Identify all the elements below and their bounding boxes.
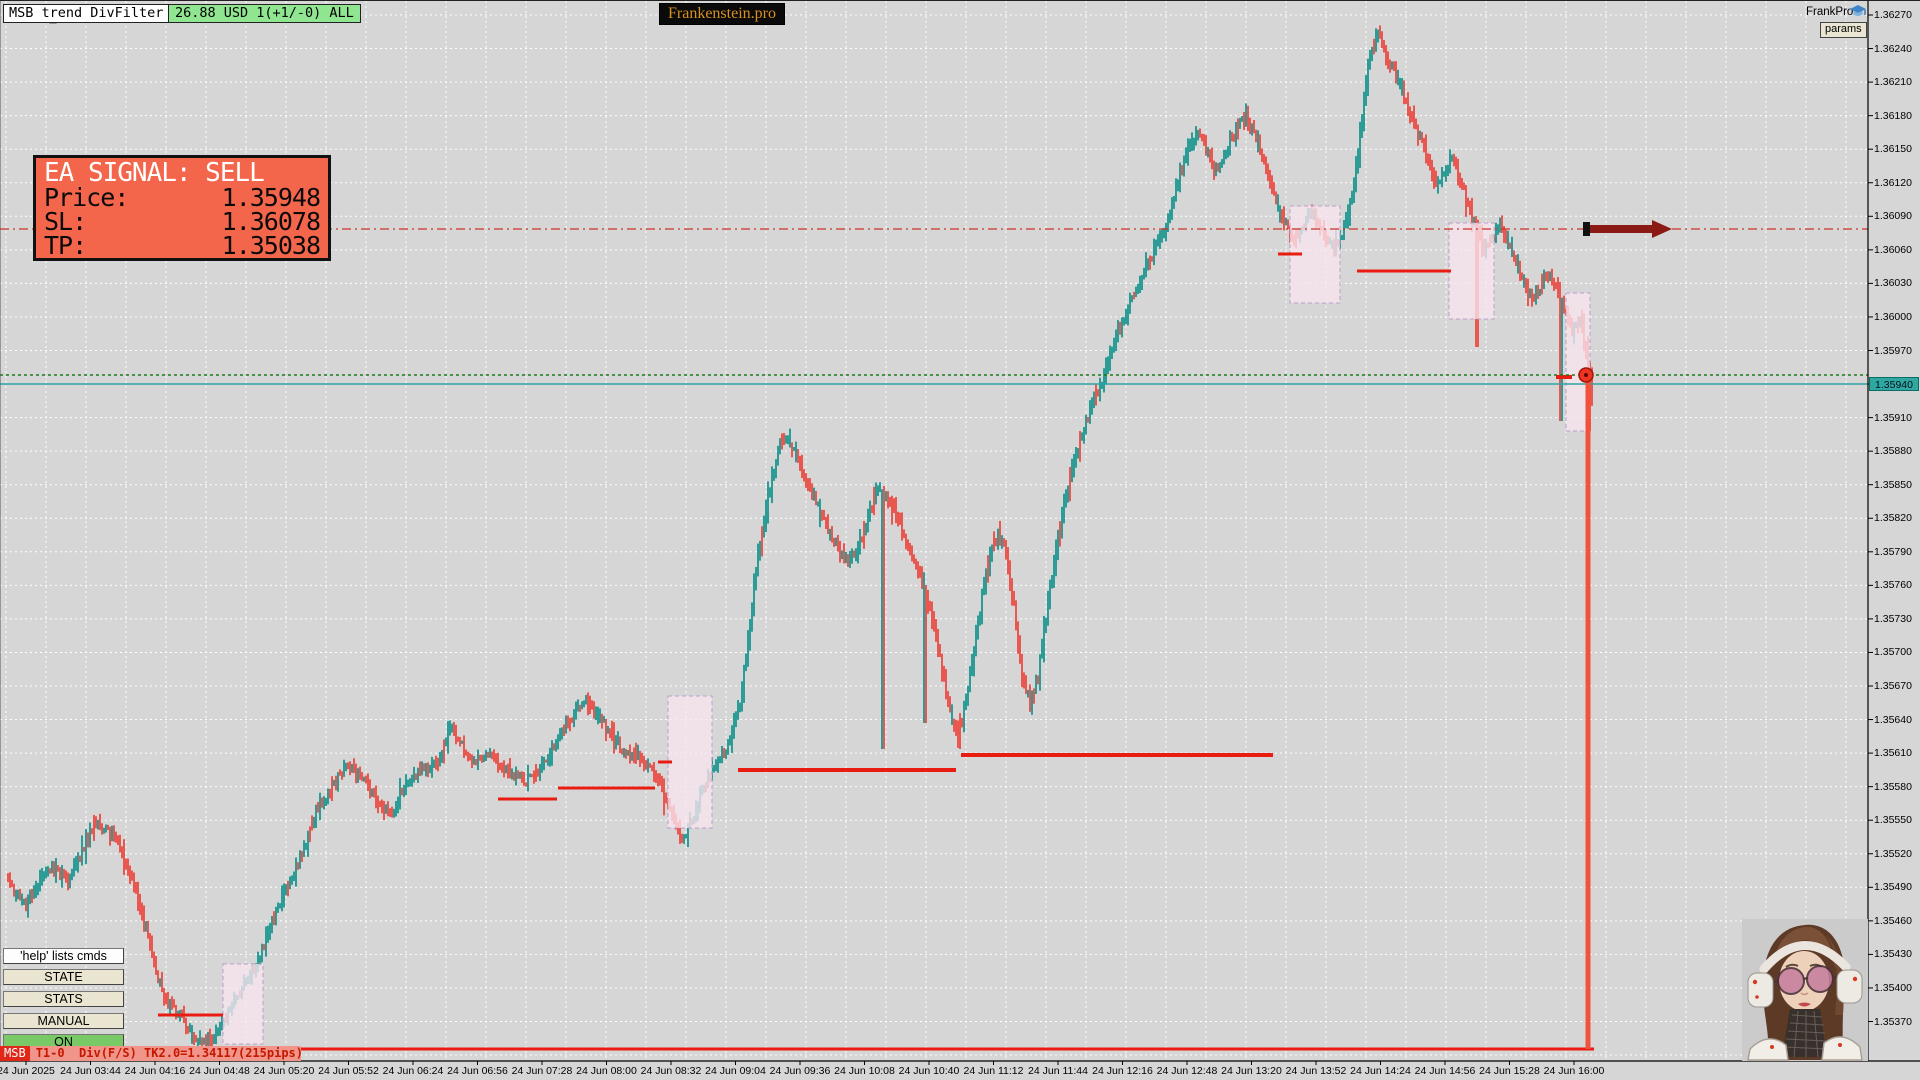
time-axis-label: 24 Jun 06:56: [447, 1065, 508, 1077]
supply-demand-zone: [667, 695, 713, 829]
time-axis-label: 24 Jun 12:48: [1156, 1065, 1218, 1077]
price-axis-label: 1.35490: [1874, 881, 1912, 894]
time-axis-label: 24 Jun 10:08: [834, 1065, 895, 1077]
price-axis-label: 1.35880: [1874, 445, 1912, 458]
price-axis-label: 1.35700: [1874, 646, 1912, 659]
time-axis-label: 24 Jun 09:36: [769, 1065, 831, 1077]
arrow-anchor-knob: [1583, 222, 1590, 236]
price-axis-label: 1.35400: [1874, 981, 1912, 994]
time-axis-label: 24 Jun 05:52: [318, 1065, 379, 1077]
entry-marker-dot: [1584, 373, 1588, 377]
supply-demand-zone: [1448, 222, 1495, 320]
current-price-badge: 1.35940: [1869, 377, 1919, 391]
time-axis-label: 24 Jun 06:24: [382, 1065, 444, 1077]
price-axis-label: 1.35520: [1874, 847, 1912, 860]
account-name-label: FrankPro: [1806, 6, 1854, 18]
price-axis-label: 1.35430: [1874, 948, 1912, 961]
supply-demand-zone: [1565, 292, 1591, 432]
graduation-cap-icon: [1850, 5, 1866, 16]
help-button[interactable]: 'help' lists cmds: [3, 948, 124, 964]
status-badge: MSB: [0, 1046, 30, 1061]
price-axis-label: 1.36270: [1874, 9, 1912, 21]
time-axis-label: 24 Jun 03:44: [60, 1065, 121, 1077]
price-axis-label: 1.35820: [1874, 512, 1912, 525]
brand-plate: Frankenstein.pro: [659, 3, 785, 25]
time-axis-label: 24 Jun 08:32: [640, 1065, 702, 1077]
time-axis-label: 24 Jun 12:16: [1092, 1065, 1153, 1077]
params-button[interactable]: params: [1820, 22, 1867, 38]
price-axis-label: 1.36000: [1874, 310, 1912, 323]
price-axis-label: 1.35460: [1874, 914, 1912, 927]
ea-signal-panel: EA SIGNAL: SELL Price: 1.35948 SL: 1.360…: [33, 155, 331, 261]
status-text: T1-0 Div(F/S) TK2.0=1.34117(215pips): [35, 1046, 303, 1060]
state-button[interactable]: STATE: [3, 969, 124, 985]
signal-tp-row: TP: 1.35038: [44, 231, 321, 260]
time-axis-label: 24 Jun 11:12: [963, 1065, 1024, 1077]
account-equity-label: 26.88 USD 1(+1/-0) ALL: [168, 4, 361, 23]
time-axis-label: 24 Jun 13:52: [1285, 1065, 1347, 1077]
time-axis-label: 24 Jun 11:44: [1028, 1065, 1088, 1077]
time-axis-label: 24 Jun 04:48: [189, 1065, 250, 1077]
price-axis-label: 1.36180: [1874, 109, 1912, 122]
supply-demand-zone: [222, 963, 264, 1045]
time-axis-label: 24 Jun 09:04: [705, 1065, 766, 1077]
price-axis-label: 1.36210: [1874, 76, 1912, 89]
time-axis-label: 24 Jun 10:40: [898, 1065, 960, 1077]
stats-button[interactable]: STATS: [3, 991, 124, 1007]
price-axis-label: 1.36030: [1874, 277, 1912, 290]
signal-sl-row: SL: 1.36078: [44, 207, 321, 236]
price-value: 1.35948: [221, 183, 321, 212]
tp-value: 1.35038: [221, 231, 321, 260]
tp-label: TP:: [44, 231, 87, 260]
price-axis-label: 1.36120: [1874, 176, 1912, 189]
sl-value: 1.36078: [221, 207, 321, 236]
price-axis-label: 1.35850: [1874, 478, 1912, 491]
time-axis-label: 24 Jun 14:24: [1350, 1065, 1411, 1077]
time-axis-label: 24 Jun 07:28: [511, 1065, 573, 1077]
price-axis-label: 1.36060: [1874, 243, 1912, 256]
price-axis-label: 1.35760: [1874, 579, 1912, 592]
time-axis-label: 24 Jun 15:28: [1479, 1065, 1540, 1077]
price-axis-label: 1.35970: [1874, 344, 1912, 357]
price-axis-label: 1.35550: [1874, 814, 1912, 827]
price-axis-label: 1.36240: [1874, 42, 1912, 55]
price-axis-label: 1.35670: [1874, 680, 1912, 692]
time-axis-label: 24 Jun 16:00: [1543, 1065, 1605, 1077]
time-axis-label: 24 Jun 08:00: [576, 1065, 637, 1077]
ea-signal-title: EA SIGNAL: SELL: [44, 158, 265, 188]
price-axis-label: 1.35730: [1874, 612, 1912, 625]
status-bar: MSB T1-0 Div(F/S) TK2.0=1.34117(215pips): [0, 1046, 303, 1061]
time-axis-label: 24 Jun 04:16: [124, 1065, 186, 1077]
signal-price-row: Price: 1.35948: [44, 183, 321, 212]
time-axis-label: 24 Jun 05:20: [253, 1065, 315, 1077]
price-axis-label: 1.36090: [1874, 210, 1912, 223]
indicator-name-label: MSB trend DivFilter: [3, 4, 170, 23]
time-axis-label: 24 Jun 2025: [0, 1065, 55, 1077]
price-axis-label: 1.35640: [1874, 713, 1912, 726]
price-axis-label: 1.35580: [1874, 780, 1912, 793]
price-axis-label: 1.35790: [1874, 545, 1912, 558]
price-axis-label: 1.35910: [1874, 411, 1912, 424]
price-label: Price:: [44, 183, 129, 212]
manual-button[interactable]: MANUAL: [3, 1013, 124, 1029]
time-axis-label: 24 Jun 14:56: [1414, 1065, 1476, 1077]
price-axis-label: 1.35370: [1874, 1015, 1912, 1028]
price-axis-label: 1.35610: [1874, 747, 1912, 760]
sell-direction-arrowhead: [1652, 220, 1672, 238]
price-axis-label: 1.36150: [1874, 143, 1912, 156]
sl-label: SL:: [44, 207, 87, 236]
cyborg-avatar-image: [1742, 919, 1868, 1061]
time-axis-label: 24 Jun 13:20: [1221, 1065, 1282, 1077]
